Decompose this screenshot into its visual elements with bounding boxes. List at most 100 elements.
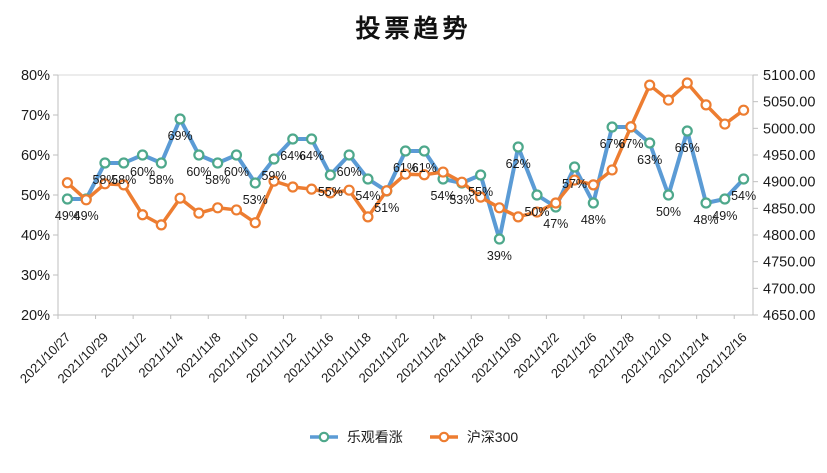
series-optimistic-marker bbox=[418, 145, 430, 157]
y-axis-left-label: 80% bbox=[21, 68, 50, 84]
series-optimistic-marker bbox=[362, 173, 374, 185]
series-csi300-marker bbox=[230, 204, 243, 216]
series-optimistic-marker bbox=[61, 193, 73, 205]
series-csi300-marker bbox=[568, 174, 581, 186]
series-csi300-marker bbox=[437, 166, 449, 178]
series-csi300-marker bbox=[681, 77, 693, 89]
series-csi300-marker bbox=[268, 175, 280, 187]
data-label: 48% bbox=[581, 213, 606, 227]
series-optimistic-marker bbox=[249, 177, 261, 189]
data-label: 66% bbox=[675, 141, 700, 155]
legend-label-csi300: 沪深300 bbox=[466, 429, 519, 445]
series-optimistic-marker bbox=[606, 121, 618, 133]
series-csi300-marker bbox=[287, 181, 299, 193]
legend-item-optimistic: 乐观看涨 bbox=[309, 427, 403, 447]
legend-item-csi300: 沪深300 bbox=[429, 427, 518, 447]
series-optimistic-marker bbox=[644, 137, 656, 149]
data-label: 63% bbox=[637, 153, 662, 167]
series-optimistic-marker bbox=[305, 133, 318, 145]
data-label: 39% bbox=[487, 249, 512, 263]
series-csi300-marker bbox=[738, 104, 750, 116]
y-axis-right-label: 5100.00 bbox=[763, 68, 815, 84]
data-label: 58% bbox=[149, 173, 174, 187]
series-optimistic-marker bbox=[343, 149, 355, 161]
series-optimistic-marker bbox=[230, 149, 243, 161]
plot-area: 80% 70% 60% 50% 40% 30% 20% 5100.00 5050.00 5000.… bbox=[17, 68, 816, 386]
series-csi300-marker bbox=[80, 194, 92, 206]
data-label: 60% bbox=[130, 165, 155, 179]
series-optimistic-marker bbox=[475, 169, 487, 181]
data-label: 49% bbox=[712, 209, 737, 223]
series-csi300-marker bbox=[212, 202, 224, 214]
series-csi300-marker bbox=[362, 211, 374, 223]
data-label: 57% bbox=[562, 177, 587, 191]
data-label: 60% bbox=[337, 165, 362, 179]
series-csi300-marker bbox=[550, 197, 562, 209]
legend-line-marker-icon bbox=[429, 431, 458, 443]
y-axis-left-label: 60% bbox=[21, 148, 50, 164]
series-csi300-marker bbox=[587, 179, 599, 191]
legend: 乐观看涨 沪深300 bbox=[0, 426, 827, 448]
series-optimistic-marker bbox=[136, 149, 149, 161]
data-label: 64% bbox=[299, 149, 324, 163]
data-label: 54% bbox=[431, 189, 456, 203]
data-label: 64% bbox=[280, 149, 305, 163]
data-label: 55% bbox=[318, 185, 343, 199]
series-csi300-marker bbox=[61, 177, 73, 189]
series-csi300-marker bbox=[193, 207, 205, 219]
data-label: 61% bbox=[412, 161, 437, 175]
y-axis-right-label: 5050.00 bbox=[763, 95, 815, 111]
data-label: 58% bbox=[111, 173, 136, 187]
data-label: 67% bbox=[618, 137, 643, 151]
y-axis-left-label: 20% bbox=[21, 308, 50, 324]
data-label: 53% bbox=[449, 193, 474, 207]
series-optimistic-marker bbox=[212, 157, 224, 169]
data-label: 54% bbox=[731, 189, 756, 203]
series-optimistic-marker bbox=[99, 157, 111, 169]
series-csi300-marker bbox=[136, 209, 149, 221]
data-label: 54% bbox=[355, 189, 380, 203]
series-optimistic-marker bbox=[118, 157, 130, 169]
y-axis-left-label: 50% bbox=[21, 188, 50, 204]
series-optimistic-marker bbox=[512, 141, 524, 153]
series-optimistic-marker bbox=[268, 153, 280, 165]
series-csi300-marker bbox=[399, 168, 412, 180]
series-csi300-marker bbox=[700, 99, 712, 111]
data-label: 67% bbox=[600, 137, 625, 151]
series-csi300-marker bbox=[475, 191, 487, 203]
data-label: 60% bbox=[224, 165, 249, 179]
series-csi300-marker bbox=[249, 217, 261, 229]
series-csi300-marker bbox=[531, 206, 543, 218]
series-optimistic-marker bbox=[568, 161, 581, 173]
series-optimistic-marker bbox=[738, 173, 750, 185]
series-optimistic-marker bbox=[719, 193, 731, 205]
series-csi300-marker bbox=[719, 118, 731, 130]
series-optimistic-marker bbox=[193, 149, 205, 161]
series-csi300-marker bbox=[662, 94, 675, 106]
data-label: 53% bbox=[243, 193, 268, 207]
series-csi300-marker bbox=[625, 121, 637, 133]
y-axis-right-label: 5000.00 bbox=[763, 121, 815, 137]
series-optimistic-marker bbox=[493, 233, 506, 245]
data-label: 49% bbox=[55, 209, 80, 223]
y-axis-left-label: 40% bbox=[21, 228, 50, 244]
y-axis-right-label: 4900.00 bbox=[763, 175, 815, 191]
series-csi300-marker bbox=[606, 164, 618, 176]
data-label: 49% bbox=[74, 209, 99, 223]
data-label: 61% bbox=[393, 161, 418, 175]
data-label: 58% bbox=[92, 173, 117, 187]
data-label: 55% bbox=[468, 185, 493, 199]
legend-label-optimistic: 乐观看涨 bbox=[346, 429, 403, 445]
series-optimistic-marker bbox=[700, 197, 712, 209]
series-csi300-marker bbox=[174, 192, 186, 204]
series-csi300-marker bbox=[381, 185, 393, 197]
series-optimistic-marker bbox=[155, 157, 167, 169]
series-optimistic-marker bbox=[681, 125, 693, 137]
data-label: 59% bbox=[261, 169, 286, 183]
y-axis-left-label: 70% bbox=[21, 108, 50, 124]
series-csi300-marker bbox=[324, 187, 336, 199]
series-csi300-marker bbox=[305, 183, 318, 195]
legend-line-marker-icon bbox=[309, 431, 338, 443]
y-axis-right-label: 4650.00 bbox=[763, 308, 815, 324]
series-csi300-marker bbox=[155, 219, 167, 231]
